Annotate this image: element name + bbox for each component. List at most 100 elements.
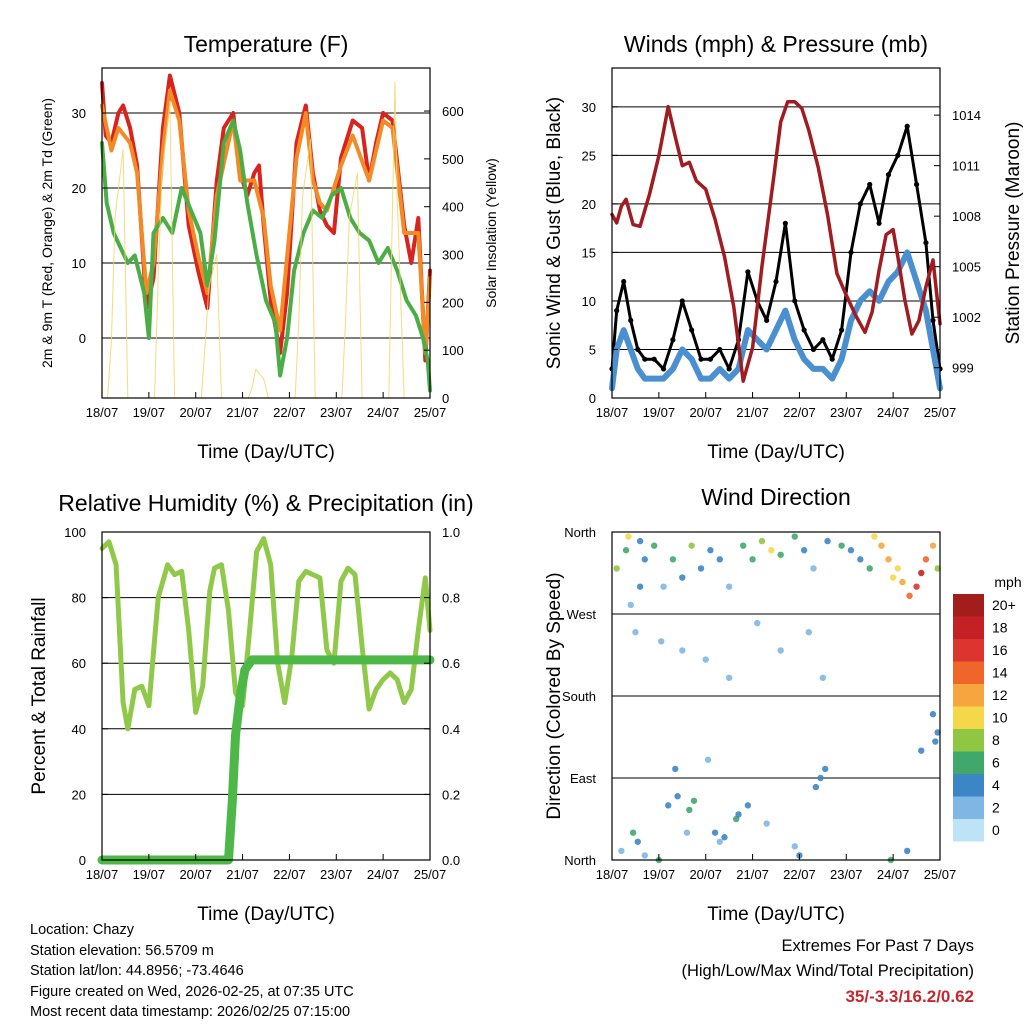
wind-direction-y-tick-label: South <box>562 689 596 704</box>
direction-point <box>686 806 693 814</box>
direction-point <box>641 556 648 563</box>
direction-point <box>725 583 733 590</box>
direction-point <box>636 583 644 590</box>
direction-point <box>613 565 620 572</box>
direction-point <box>922 556 930 563</box>
direction-point <box>704 756 712 763</box>
temperature-y-tick-label: 30 <box>72 106 86 121</box>
legend-label-12: 12 <box>992 687 1008 703</box>
legend-swatch-20plus <box>953 594 984 617</box>
temperature-x-tick-label: 24/07 <box>367 405 400 420</box>
humidity-y-tick-label: 100 <box>64 525 86 540</box>
direction-point <box>658 638 665 645</box>
direction-point <box>690 797 698 804</box>
gust-point <box>698 356 704 362</box>
winds-series-wind <box>609 249 943 392</box>
legend-swatch-18 <box>953 616 984 639</box>
temperature-x-tick-label: 23/07 <box>320 405 353 420</box>
direction-point <box>697 565 705 572</box>
direction-point <box>672 765 679 773</box>
direction-point <box>688 542 695 549</box>
winds-y2-tick-label: 1014 <box>952 108 981 123</box>
station-info: Location: Chazy Station elevation: 56.57… <box>30 920 354 1023</box>
direction-point <box>702 656 709 663</box>
humidity-x-tick-label: 21/07 <box>226 867 259 882</box>
direction-point <box>866 565 873 572</box>
gust-point <box>764 317 770 323</box>
direction-point <box>665 802 672 809</box>
direction-point <box>641 852 648 859</box>
direction-point <box>929 542 937 549</box>
gust-point <box>670 337 676 343</box>
direction-point <box>634 838 641 845</box>
humidity-y2-tick-label: 0.8 <box>442 591 460 606</box>
direction-point <box>679 647 686 654</box>
temperature-x-tick-label: 20/07 <box>179 405 212 420</box>
temperature-frame <box>101 67 431 399</box>
temperature-y2-tick-label: 100 <box>442 343 464 358</box>
gust-point <box>642 356 648 362</box>
direction-point <box>791 533 798 540</box>
gust-point <box>635 346 641 353</box>
recent-timestamp: Most recent data timestamp: 2026/02/25 0… <box>30 1004 351 1020</box>
winds-y-tick-label: 10 <box>582 294 596 309</box>
gust-point <box>848 249 854 256</box>
direction-point <box>857 556 864 563</box>
direction-point <box>871 533 878 540</box>
wind-direction-y-tick-label: East <box>570 771 596 786</box>
direction-point <box>669 556 677 563</box>
winds-x-tick-label: 19/07 <box>643 405 676 420</box>
wind-direction-x-tick-label: 19/07 <box>643 867 676 882</box>
direction-point <box>904 847 911 855</box>
gust-point <box>782 220 788 226</box>
winds-x-tick-label: 21/07 <box>736 405 769 420</box>
gust-point <box>810 346 817 353</box>
temperature-y2-tick-label: 400 <box>442 200 464 215</box>
winds-y2-tick-label: 1002 <box>952 310 981 325</box>
temperature-x-axis-label: Time (Day/UTC) <box>197 442 335 463</box>
direction-point <box>711 829 719 836</box>
humidity-x-tick-label: 23/07 <box>320 867 353 882</box>
temperature-series-2m-td <box>100 118 432 393</box>
direction-point <box>625 533 632 540</box>
winds-series-station-pressure <box>610 99 942 383</box>
winds-x-tick-label: 24/07 <box>877 405 910 420</box>
legend-label-0: 0 <box>992 822 1000 838</box>
gust-point <box>904 123 910 129</box>
legend-swatch-8 <box>953 729 984 752</box>
direction-point <box>824 537 831 545</box>
direction-point <box>632 629 639 636</box>
humidity-x-axis-label: Time (Day/UTC) <box>197 904 335 925</box>
temperature-y2-axis-label: Solar Insolation (Yellow) <box>483 158 499 308</box>
legend-swatch-2 <box>953 796 984 819</box>
temperature-x-tick-label: 19/07 <box>133 405 166 420</box>
humidity-y2-tick-label: 1.0 <box>442 525 460 540</box>
humidity-x-tick-label: 22/07 <box>273 867 306 882</box>
wind-direction-x-tick-label: 20/07 <box>689 867 722 882</box>
direction-point <box>894 565 902 572</box>
direction-point <box>627 601 634 609</box>
direction-point <box>929 711 937 718</box>
extremes-title: Extremes For Past 7 Days <box>781 937 974 955</box>
legend-swatch-6 <box>953 751 984 774</box>
humidity-y-axis-label: Percent & Total Rainfall <box>29 597 50 794</box>
humidity-x-tick-label: 20/07 <box>179 867 212 882</box>
temperature-y2-tick-label: 500 <box>442 152 464 167</box>
humidity-y-tick-label: 40 <box>72 722 86 737</box>
wind-direction-y-tick-label: West <box>567 607 597 622</box>
direction-point <box>899 578 906 586</box>
gust-point <box>651 356 657 362</box>
gust-point <box>689 327 695 333</box>
legend-label-14: 14 <box>992 665 1008 681</box>
legend-swatch-0 <box>953 819 984 842</box>
direction-point <box>744 802 752 809</box>
direction-point <box>932 738 939 745</box>
direction-point <box>934 565 941 572</box>
direction-point <box>878 542 885 549</box>
winds-x-tick-label: 23/07 <box>830 405 863 420</box>
humidity-y-tick-label: 20 <box>72 787 86 802</box>
direction-point <box>674 793 681 800</box>
winds-frame <box>611 67 941 399</box>
direction-point <box>763 820 770 827</box>
direction-point <box>812 783 820 791</box>
